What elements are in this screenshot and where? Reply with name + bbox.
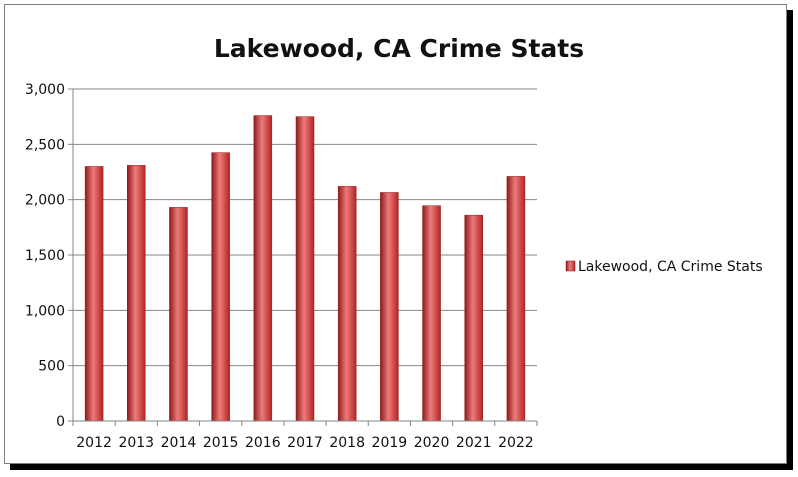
x-tick-label: 2017	[287, 435, 323, 451]
bar	[295, 116, 315, 422]
y-tick-label: 0	[56, 414, 65, 430]
x-tick-label: 2022	[498, 435, 534, 451]
legend-label: Lakewood, CA Crime Stats	[578, 259, 763, 275]
y-tick-label: 1,000	[25, 303, 65, 319]
x-tick-label: 2012	[76, 435, 112, 451]
y-tick-label: 1,500	[25, 248, 65, 264]
chart-frame: Lakewood, CA Crime Stats 0 500 1,000 1,500 2…	[4, 4, 787, 464]
bar-chart: Lakewood, CA Crime Stats 0 500 1,000 1,500 2…	[25, 34, 763, 451]
bar	[84, 166, 104, 422]
y-tick-label: 2,500	[25, 137, 65, 153]
legend-swatch	[565, 260, 576, 272]
bar	[169, 207, 188, 422]
bars	[84, 115, 526, 422]
x-tick-label: 2015	[203, 435, 239, 451]
y-tick-label: 2,000	[25, 193, 65, 209]
axes	[72, 89, 537, 422]
bar	[127, 165, 146, 422]
x-tick-label: 2014	[161, 435, 197, 451]
y-tick-label: 500	[38, 359, 65, 375]
x-tick-label: 2016	[245, 435, 281, 451]
y-tick-label: 3,000	[25, 82, 65, 98]
y-axis-ticks: 0 500 1,000 1,500 2,000 2,500 3,000	[25, 82, 73, 430]
bar	[211, 152, 230, 422]
bar	[337, 186, 357, 422]
bar	[422, 205, 441, 422]
x-tick-label: 2020	[414, 435, 450, 451]
x-tick-label: 2018	[329, 435, 365, 451]
x-tick-label: 2013	[118, 435, 154, 451]
x-axis-ticks: 2012 2013 2014 2015 2016 2017 2018 2019 2020 2021…	[72, 421, 538, 451]
bar	[506, 176, 526, 422]
chart-title: Lakewood, CA Crime Stats	[214, 34, 584, 63]
bar	[380, 192, 399, 422]
bar	[464, 214, 483, 422]
bar	[253, 115, 273, 422]
legend: Lakewood, CA Crime Stats	[565, 259, 763, 275]
x-tick-label: 2019	[372, 435, 408, 451]
x-tick-label: 2021	[456, 435, 492, 451]
